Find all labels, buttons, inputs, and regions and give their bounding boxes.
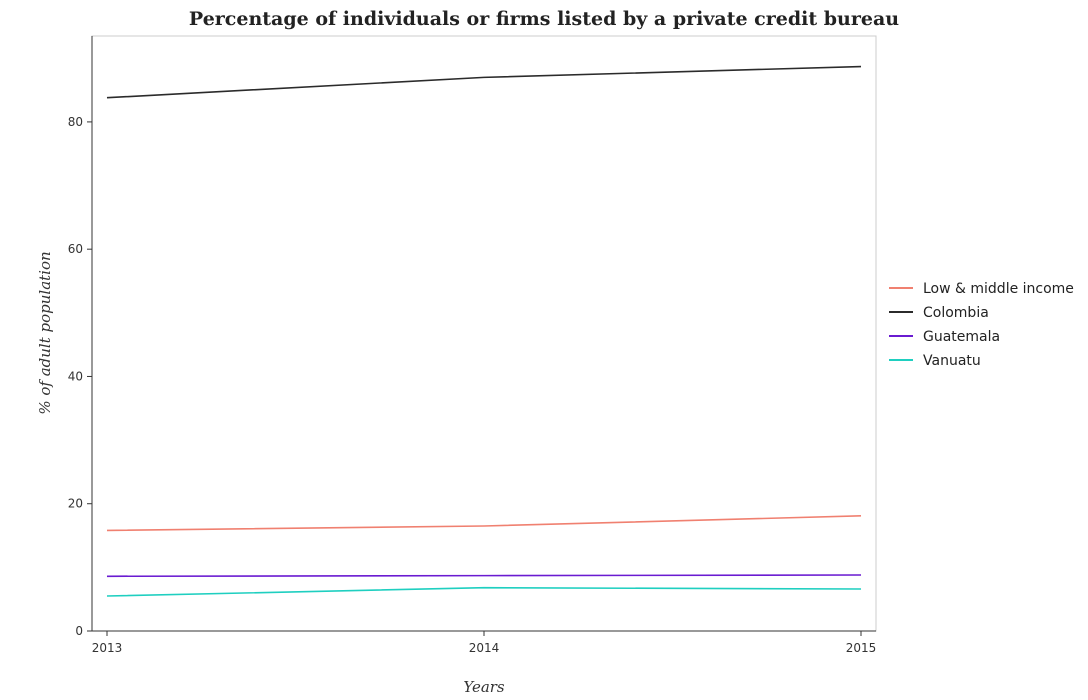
legend-label: Vanuatu <box>923 353 981 369</box>
x-tick-label: 2014 <box>469 641 500 655</box>
series-lines <box>106 65 862 597</box>
y-tick-label: 80 <box>68 115 83 129</box>
legend-label: Guatemala <box>923 329 1000 345</box>
x-tick-label: 2015 <box>846 641 877 655</box>
y-tick-label: 0 <box>75 624 83 638</box>
y-axis-ticks: 0 20 40 60 80 <box>68 115 92 638</box>
x-axis-label: Years <box>463 678 505 696</box>
chart-title: Percentage of individuals or firms liste… <box>188 8 900 30</box>
legend-label: Colombia <box>923 305 989 321</box>
x-axis-ticks: 2013 2014 2015 <box>92 631 877 655</box>
legend: Low & middle income Colombia Guatemala Vanu… <box>889 281 1074 369</box>
legend-label: Low & middle income <box>923 281 1074 297</box>
y-tick-label: 20 <box>68 497 83 511</box>
y-axis-label: % of adult population <box>36 251 54 414</box>
plot-area <box>91 35 877 632</box>
y-tick-label: 60 <box>68 242 83 256</box>
y-tick-label: 40 <box>68 369 83 383</box>
x-tick-label: 2013 <box>92 641 123 655</box>
